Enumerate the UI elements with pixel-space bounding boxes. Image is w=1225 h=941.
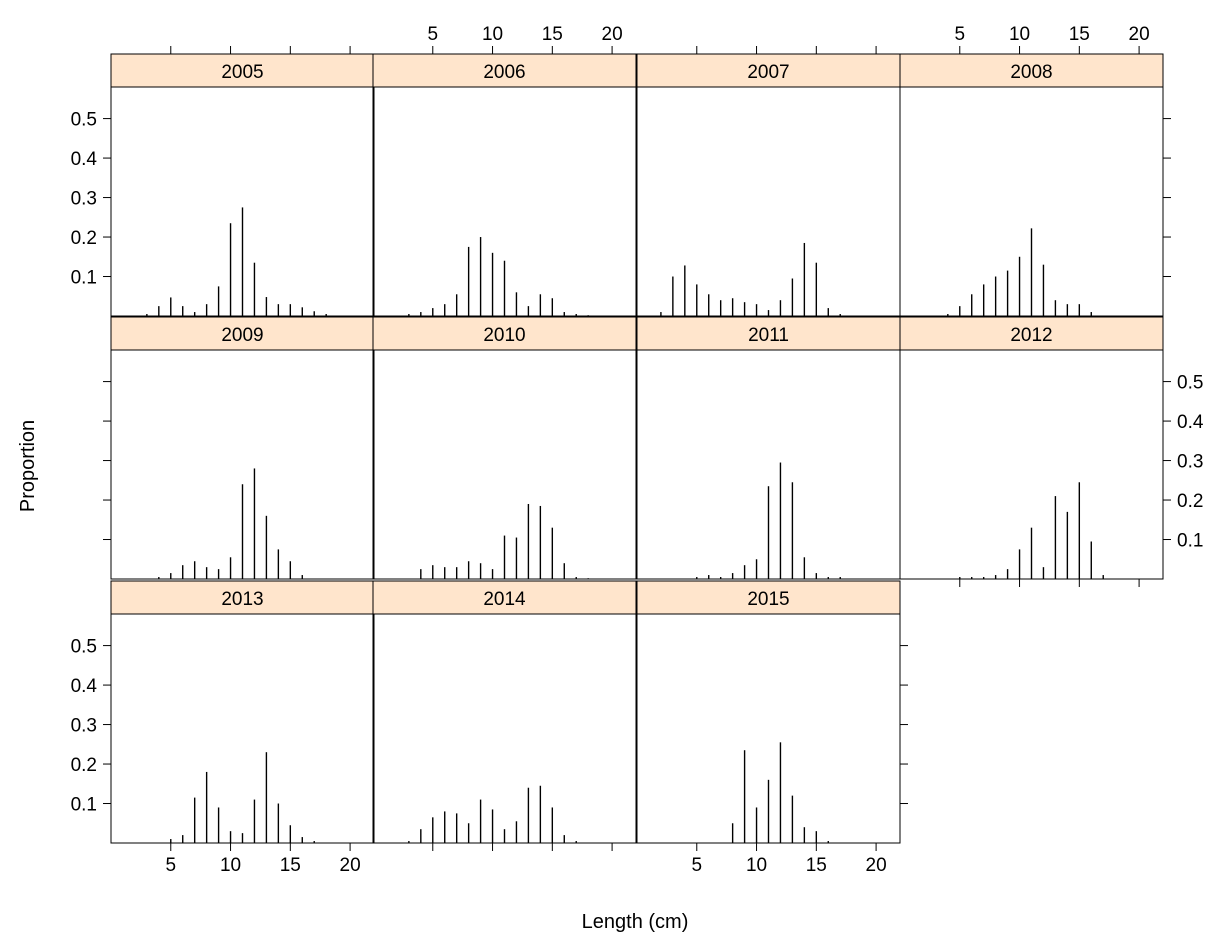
x-tick-label-20: 20 — [340, 855, 361, 876]
x-tick-label-10: 10 — [1009, 24, 1030, 45]
y-axis-right-row3 — [900, 645, 908, 805]
x-axis-top-3 — [637, 46, 900, 55]
strip-2008 — [899, 53, 1164, 88]
x-axis-bottom-2 — [373, 842, 636, 851]
y-tick-label-0.1: 0.1 — [71, 795, 97, 816]
y-axis-left-row1: 0.1 0.2 0.3 0.4 0.5 — [71, 110, 111, 289]
x-tick-label-10: 10 — [482, 24, 503, 45]
x-tick-label-5: 5 — [165, 855, 176, 876]
x-tick-label-15: 15 — [542, 24, 563, 45]
panel-2014: 2014 — [372, 580, 637, 844]
panel-frame-2007 — [636, 86, 901, 317]
strip-2012 — [899, 316, 1164, 351]
y-tick-label-0.2: 0.2 — [1177, 491, 1203, 512]
y-tick-label-0.4: 0.4 — [71, 676, 98, 697]
strip-label-2008: 2008 — [1010, 62, 1052, 83]
x-axis-top-4: 5 10 15 20 — [900, 24, 1163, 55]
strip-label-2015: 2015 — [747, 589, 789, 610]
y-axis-left-row3: 0.1 0.2 0.3 0.4 0.5 — [71, 637, 111, 816]
strip-label-2014: 2014 — [483, 589, 526, 610]
strip-2011 — [636, 316, 901, 351]
x-tick-label-15: 15 — [280, 855, 301, 876]
strip-label-2010: 2010 — [483, 325, 525, 346]
y-axis-right-row1 — [1163, 118, 1171, 278]
strip-label-2011: 2011 — [748, 325, 789, 346]
panel-2005: 2005 — [110, 53, 375, 317]
y-tick-label-0.3: 0.3 — [71, 716, 97, 737]
strip-label-2013: 2013 — [221, 589, 263, 610]
x-tick-label-5: 5 — [427, 24, 438, 45]
strip-label-2007: 2007 — [747, 62, 789, 83]
y-tick-label-0.1: 0.1 — [71, 268, 97, 289]
x-tick-label-5: 5 — [691, 855, 702, 876]
y-tick-label-0.4: 0.4 — [71, 149, 98, 170]
panel-2013: 2013 — [110, 580, 375, 844]
y-tick-label-0.5: 0.5 — [71, 637, 97, 658]
y-tick-label-0.4: 0.4 — [1177, 412, 1204, 433]
panel-2015: 2015 — [636, 580, 901, 844]
x-tick-label-20: 20 — [1129, 24, 1150, 45]
y-tick-label-0.2: 0.2 — [71, 228, 97, 249]
panel-2010: 2010 — [372, 316, 637, 580]
strip-label-2006: 2006 — [483, 62, 525, 83]
x-tick-label-20: 20 — [866, 855, 887, 876]
strip-2005 — [110, 53, 375, 88]
strip-2015 — [636, 580, 901, 615]
strip-2010 — [372, 316, 637, 351]
x-tick-label-20: 20 — [602, 24, 623, 45]
y-tick-label-0.5: 0.5 — [71, 110, 97, 131]
x-axis-bottom-1: 5 10 15 20 — [111, 842, 374, 876]
x-axis-top-1 — [111, 46, 374, 55]
strip-label-2005: 2005 — [221, 62, 263, 83]
y-tick-label-0.1: 0.1 — [1177, 531, 1203, 552]
axes-layer: 5 10 15 20 5 10 15 20 5 10 15 20 5 10 15 20 0.1 0.2 0.3 0.4… — [71, 24, 1204, 876]
strip-2014 — [372, 580, 637, 615]
strip-label-2012: 2012 — [1010, 325, 1052, 346]
x-axis-top-2: 5 10 15 20 — [373, 24, 636, 55]
panel-2008: 2008 — [899, 53, 1164, 317]
y-tick-label-0.3: 0.3 — [1177, 452, 1203, 473]
y-tick-label-0.5: 0.5 — [1177, 373, 1203, 394]
panels-layer: 2005 2006 2007 2008 2009 2010 2011 2012 2013 2014… — [110, 53, 1164, 844]
y-axis-left-row2 — [103, 381, 111, 541]
panel-frame-2013 — [110, 613, 375, 844]
x-tick-label-15: 15 — [806, 855, 827, 876]
x-tick-label-5: 5 — [954, 24, 965, 45]
x-tick-label-15: 15 — [1069, 24, 1090, 45]
strip-label-2009: 2009 — [221, 325, 263, 346]
x-axis-title: Length (cm) — [582, 911, 689, 933]
strip-2006 — [372, 53, 637, 88]
panel-frame-2014 — [372, 613, 637, 844]
y-tick-label-0.3: 0.3 — [71, 189, 97, 210]
x-axis-bottom-4 — [900, 578, 1163, 587]
y-tick-label-0.2: 0.2 — [71, 755, 97, 776]
x-tick-label-10: 10 — [220, 855, 241, 876]
panel-2007: 2007 — [636, 53, 901, 317]
y-axis-title: Proportion — [17, 420, 39, 512]
panel-2006: 2006 — [372, 53, 637, 317]
x-axis-bottom-3: 5 10 15 20 — [637, 842, 900, 876]
panel-2009: 2009 — [110, 316, 375, 580]
panel-2012: 2012 — [899, 316, 1164, 580]
strip-2009 — [110, 316, 375, 351]
x-tick-label-10: 10 — [746, 855, 767, 876]
y-axis-right-row2: 0.1 0.2 0.3 0.4 0.5 — [1163, 373, 1204, 552]
panel-2011: 2011 — [636, 316, 901, 580]
